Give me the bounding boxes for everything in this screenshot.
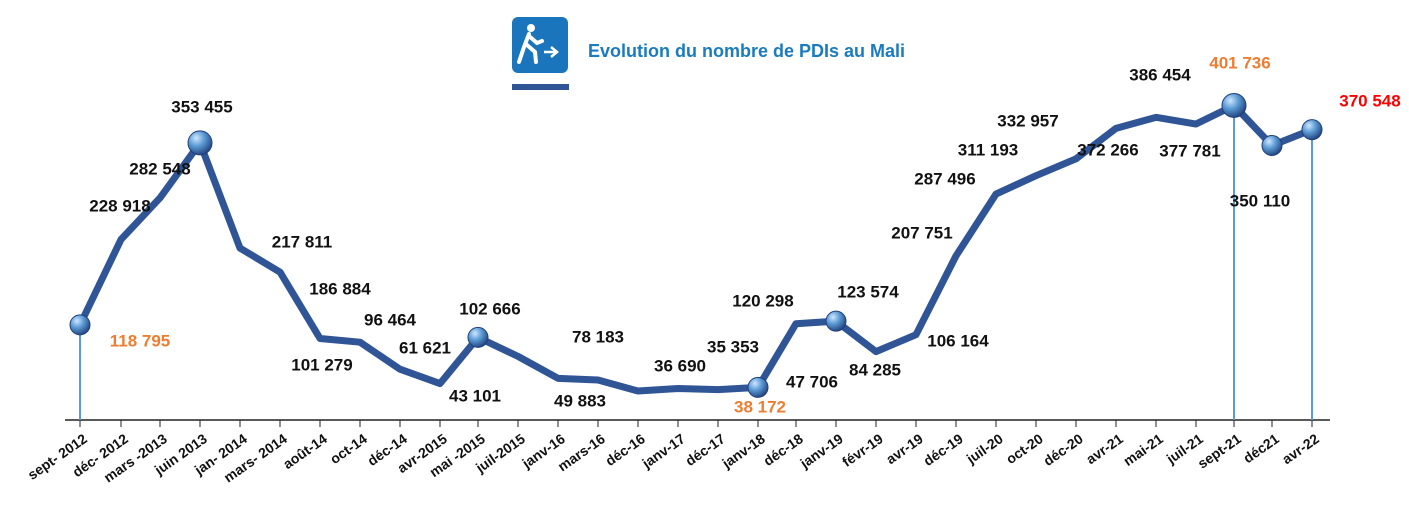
x-tick-label: avr-22 [1279,430,1322,467]
value-label: 120 298 [732,291,793,310]
x-tick-label: août-14 [280,430,330,472]
value-label: 102 666 [459,299,520,318]
value-label: 353 455 [171,97,232,116]
value-label: 123 574 [837,282,899,301]
value-label: 84 285 [849,360,901,379]
value-label: 282 548 [129,159,190,178]
line [76,101,1314,395]
value-label: 49 883 [554,391,606,410]
marker [1301,119,1323,141]
title-icon [512,17,569,90]
x-tick-label: oct-20 [1003,430,1046,467]
value-label: 78 183 [572,327,624,346]
value-label: 38 172 [734,397,786,416]
x-tick-label: déc-20 [1040,430,1086,469]
value-label: 36 690 [654,356,706,375]
marker [1261,134,1283,156]
marker [1221,92,1247,118]
value-label: 350 110 [1230,191,1291,210]
x-tick-label: mai-21 [1120,430,1166,469]
x-tick-label: déc-16 [602,430,648,469]
value-label: 106 164 [927,331,989,350]
x-tick-label: déc-18 [760,430,806,469]
marker [825,310,847,332]
value-label: 35 353 [707,337,759,356]
value-label: 186 884 [309,279,371,298]
x-tick-label: déc21 [1240,430,1282,466]
value-label: 118 795 [110,331,171,350]
value-label: 311 193 [958,140,1019,159]
value-label: 377 781 [1159,141,1220,160]
value-label: 228 918 [89,196,150,215]
value-label: 332 957 [997,111,1058,130]
x-tick-label: sept-21 [1195,430,1245,471]
value-label: 372 266 [1077,140,1138,159]
x-tick-label: avr-19 [883,430,926,467]
value-label: 43 101 [449,386,501,405]
value-label: 61 621 [399,338,451,357]
marker [69,314,91,336]
x-tick-label: janv-19 [796,430,846,471]
value-label: 401 736 [1209,53,1270,72]
x-tick-label: févr-19 [839,430,886,470]
chart-title: Evolution du nombre de PDIs au Mali [588,41,905,61]
value-label: 47 706 [786,372,838,391]
x-tick-label: déc-17 [682,430,728,469]
marker [467,326,489,348]
marker [187,130,213,156]
x-tick-label: janv-17 [638,430,688,471]
value-label: 370 548 [1339,91,1400,110]
value-label: 96 464 [364,310,417,329]
x-tick-label: avr-21 [1083,430,1126,467]
x-tick-label: janv-18 [718,430,768,471]
x-tick-label: juil-20 [963,430,1006,467]
x-tick-label: déc-19 [920,430,966,469]
marker [747,376,769,398]
value-label: 386 454 [1129,65,1191,84]
value-label: 101 279 [291,355,352,374]
x-tick-label: oct-14 [327,430,370,467]
value-label: 287 496 [914,169,975,188]
value-label: 207 751 [891,223,952,242]
value-label: 217 811 [272,232,333,251]
